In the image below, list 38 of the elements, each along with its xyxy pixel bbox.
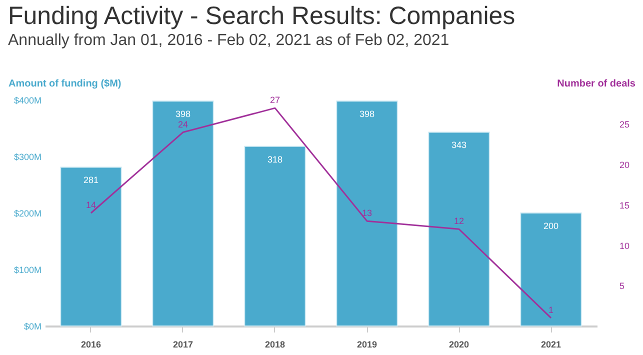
data-label: 398 [175,109,191,120]
x-tick-label: 2019 [356,340,378,350]
data-label: 318 [267,154,283,164]
chart-title: Funding Activity - Search Results: Companies [8,2,516,30]
data-label: 13 [362,208,372,218]
x-tick-label: 2016 [80,340,102,350]
data-label: 281 [83,175,99,186]
y2-tick-label: 10 [620,240,630,251]
data-label: 343 [451,140,467,150]
x-tick-label: 2020 [448,340,470,350]
bar [336,100,398,326]
data-label: 200 [543,221,559,231]
y2-tick-label: 5 [620,281,625,292]
y2-tick-label: 15 [620,200,630,210]
x-tick-label: 2017 [172,340,194,350]
bar [244,146,306,326]
data-label: 27 [270,95,280,106]
y-tick-label: $300M [14,152,42,162]
chart-subtitle: Annually from Jan 01, 2016 - Feb 02, 2021 as of Feb 02, 2021 [8,32,450,49]
x-tick-label: 2018 [264,340,286,350]
bar [428,132,490,326]
y2-tick-label: 25 [620,120,630,130]
y2-tick-label: 20 [620,160,630,170]
data-label: 12 [454,216,464,226]
bar [520,212,582,326]
y2-axis-title: Number of deals [557,78,636,90]
data-label: 14 [86,200,96,210]
y-tick-label: $0M [24,322,42,332]
bar [60,166,122,326]
y-tick-label: $100M [14,265,42,275]
data-label: 24 [178,119,188,130]
y-axis-title: Amount of funding ($M) [8,78,122,90]
data-label: 398 [359,109,375,120]
x-tick-label: 2021 [540,340,562,350]
data-label: 1 [548,304,554,315]
y-tick-label: $200M [14,208,42,218]
bar [152,100,214,326]
y-tick-label: $400M [14,96,42,106]
